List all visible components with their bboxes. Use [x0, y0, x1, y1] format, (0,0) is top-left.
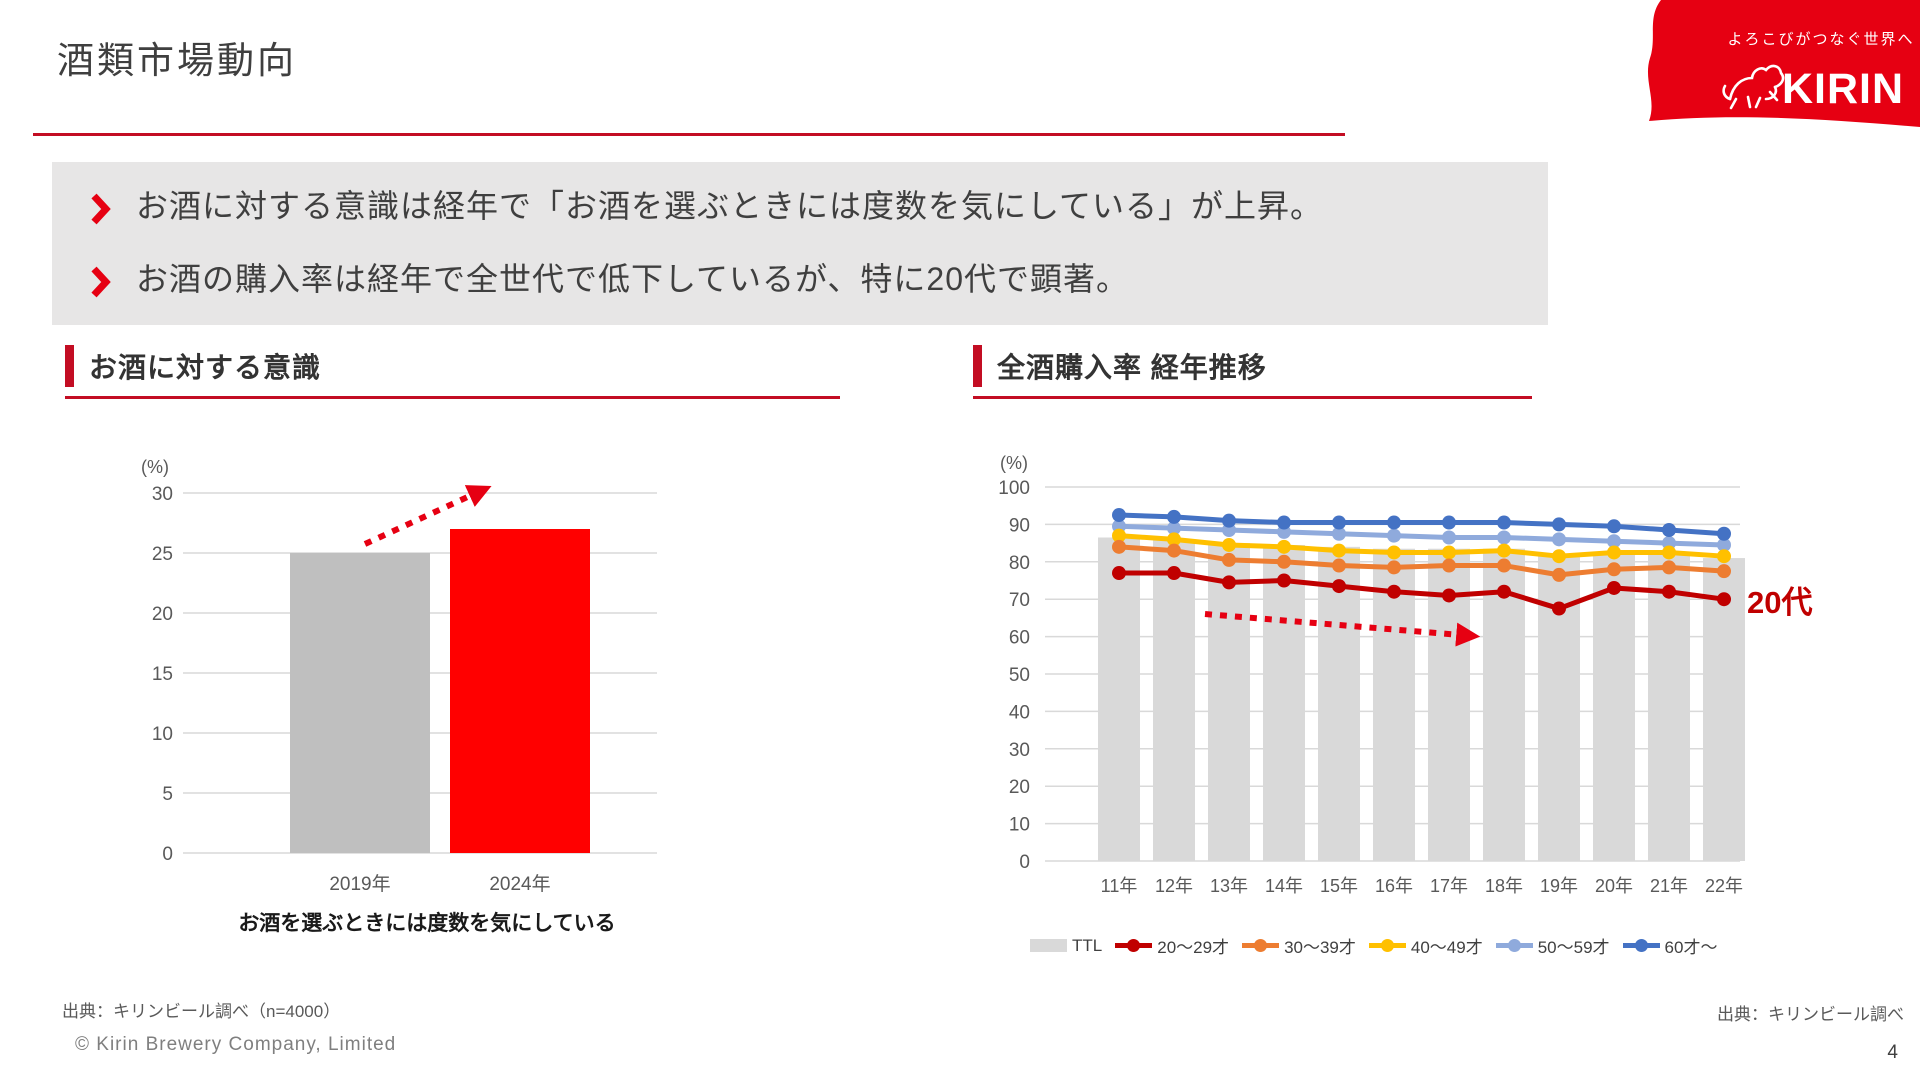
summary-bullet-2-text: お酒の購入率は経年で全世代で低下しているが、特に20代で顕著。: [136, 261, 1129, 298]
title-rule: [33, 133, 1345, 136]
x-tick-label: 16年: [1375, 876, 1413, 896]
legend-label: 40～49才: [1410, 938, 1483, 957]
x-tick-label: 12年: [1155, 876, 1193, 896]
x-tick-label: 2024年: [489, 873, 550, 895]
annotation-20dai: 20代: [1747, 585, 1812, 620]
right-section-header: 全酒購入率 経年推移: [973, 345, 1532, 399]
y-tick-label: 100: [998, 478, 1030, 499]
x-tick-label: 18年: [1485, 876, 1523, 896]
alcohol-awareness-bar-chart: 0 5 10 15 20 25 30 (%) 2019年 2024年お酒を選ぶときには度数を気にし…: [141, 457, 657, 935]
purchase-rate-legend: TTL 20～29才 30～39才 40～49才 50～59才 60才～: [1030, 933, 1717, 958]
y-tick-label: 0: [1019, 852, 1030, 873]
series-TTL-bars: [1098, 537, 1745, 861]
section-purchase-rate: 全酒購入率 経年推移: [973, 345, 1820, 399]
y-tick-label: 90: [1009, 515, 1030, 536]
chart-caption: お酒を選ぶときには度数を気にしている: [238, 911, 615, 935]
summary-bullet-1: お酒に対する意識は経年で「お酒を選ぶときには度数を気にしている」が上昇。: [90, 186, 1510, 228]
x-tick-label: 11年: [1101, 876, 1138, 896]
source-note-left: 出典：キリンビール調べ（n=4000）: [62, 1002, 341, 1021]
legend-swatch: [1115, 939, 1153, 952]
y-tick-label: 40: [1009, 702, 1030, 723]
kirin-logo: よろこびがつなぐ世界へ KIRIN: [1647, 0, 1920, 127]
legend-swatch: [1242, 939, 1280, 952]
y-tick-label: 30: [152, 484, 173, 505]
page-title: 酒類市場動向: [57, 40, 297, 81]
summary-bullet-1-text: お酒に対する意識は経年で「お酒を選ぶときには度数を気にしている」が上昇。: [136, 188, 1324, 224]
x-tick-label: 17年: [1430, 876, 1468, 896]
y-tick-label: 5: [162, 784, 173, 805]
left-section-title: お酒に対する意識: [89, 352, 322, 383]
legend-label: 20～29才: [1157, 938, 1230, 957]
unit-label: (%): [1000, 453, 1028, 473]
trend-up-arrow: [363, 485, 492, 547]
red-accent-bar: [65, 345, 74, 387]
legend-item-60才～: 60才～: [1622, 933, 1718, 958]
series-20～29才: [1112, 566, 1731, 616]
y-tick-label: 10: [1009, 815, 1030, 836]
chevron-bullet-icon: [91, 267, 111, 298]
kirin-creature-icon: [1722, 64, 1785, 110]
series-30～39才: [1112, 539, 1731, 582]
legend-label: 50～59才: [1537, 938, 1610, 957]
y-tick-label: 20: [152, 604, 173, 625]
legend-label: 60才～: [1664, 938, 1718, 957]
summary-box: お酒に対する意識は経年で「お酒を選ぶときには度数を気にしている」が上昇。 お酒の…: [52, 162, 1548, 325]
source-note-right: 出典：キリンビール調べ: [1717, 1005, 1904, 1024]
legend-item-40～49才: 40～49才: [1368, 933, 1483, 958]
x-tick-label: 22年: [1705, 876, 1743, 896]
x-tick-label: 15年: [1320, 876, 1358, 896]
y-tick-label: 10: [152, 724, 173, 745]
x-tick-label: 13年: [1210, 876, 1248, 896]
legend-item-20～29才: 20～29才: [1115, 933, 1229, 958]
x-tick-label: 14年: [1265, 876, 1303, 896]
logo-tagline: よろこびがつなぐ世界へ: [1727, 31, 1914, 48]
unit-label: (%): [141, 457, 169, 477]
y-tick-label: 25: [152, 544, 173, 565]
legend-item-30～39才: 30～39才: [1242, 933, 1356, 958]
purchase-rate-trend-chart: 0 10 20 30 40 50 60 70 80 90 100 (%) 11年 12年 13年 14年 15年…: [998, 453, 1812, 896]
x-tick-label: 21年: [1650, 876, 1688, 896]
legend-swatch: [1030, 939, 1067, 952]
legend-item-TTL: TTL: [1030, 936, 1102, 956]
left-section-header: お酒に対する意識: [65, 345, 840, 399]
page-number: 4: [1887, 1042, 1898, 1063]
series-40～49才: [1112, 528, 1731, 564]
legend-swatch: [1622, 939, 1660, 952]
bar-2024年: [450, 529, 590, 853]
legend-swatch: [1368, 939, 1406, 952]
y-tick-label: 50: [1009, 665, 1030, 686]
x-tick-label: 19年: [1540, 876, 1578, 896]
series-60才～: [1112, 508, 1731, 541]
legend-label: 30～39才: [1284, 938, 1356, 957]
y-tick-label: 80: [1009, 553, 1030, 574]
series-50～59才: [1112, 519, 1731, 552]
red-accent-bar: [973, 345, 982, 387]
copyright: © Kirin Brewery Company, Limited: [75, 1034, 397, 1055]
legend-swatch: [1495, 939, 1533, 952]
y-tick-label: 20: [1009, 777, 1030, 798]
right-section-title: 全酒購入率 経年推移: [997, 352, 1267, 383]
summary-bullet-2: お酒の購入率は経年で全世代で低下しているが、特に20代で顕著。: [90, 259, 1510, 301]
chevron-bullet-icon: [91, 193, 111, 225]
x-tick-label: 2019年: [329, 873, 390, 895]
y-tick-label: 70: [1009, 590, 1030, 611]
section-alcohol-awareness: お酒に対する意識: [65, 345, 840, 399]
y-tick-label: 60: [1009, 628, 1030, 649]
bar-2019年: [290, 553, 430, 853]
legend-item-50～59才: 50～59才: [1495, 933, 1610, 958]
legend-label: TTL: [1072, 935, 1103, 955]
logo-brand: KIRIN: [1782, 65, 1904, 113]
x-tick-label: 20年: [1595, 876, 1633, 896]
y-tick-label: 30: [1009, 740, 1030, 761]
y-tick-label: 15: [152, 664, 173, 685]
y-tick-label: 0: [162, 844, 173, 865]
logo-flag-shape: [1647, 0, 1920, 127]
